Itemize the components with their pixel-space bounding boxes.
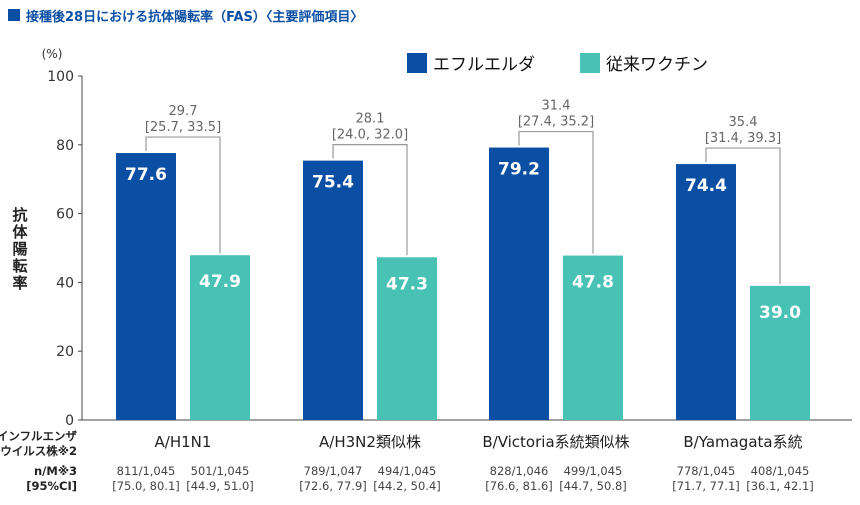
y-tick-label: 20	[56, 344, 74, 360]
y-axis-label-char: 抗	[12, 206, 27, 224]
footer-nm-series2: 499/1,045	[564, 464, 623, 478]
y-axis-label-char: 体	[12, 223, 28, 241]
footer-ci-series2: [44.2, 50.4]	[373, 479, 441, 493]
difference-ci: [25.7, 33.5]	[145, 120, 221, 135]
difference-value: 28.1	[356, 112, 385, 127]
difference-value: 35.4	[729, 115, 758, 130]
y-tick-label: 100	[47, 69, 74, 85]
footer-ci-series2: [44.7, 50.8]	[559, 479, 627, 493]
footer-ci-series1: [72.6, 77.9]	[299, 479, 367, 493]
y-tick-label: 40	[56, 275, 74, 291]
category-label: A/H3N2類似株	[319, 433, 421, 451]
footer-ci-series1: [71.7, 77.1]	[672, 479, 740, 493]
footer-nm-series1: 778/1,045	[677, 464, 736, 478]
difference-ci: [24.0, 32.0]	[332, 128, 408, 143]
bar-series1	[303, 160, 363, 420]
xaxis-row-label-line2: ウイルス株※2	[0, 444, 77, 458]
bar-series2	[377, 257, 437, 420]
footer-nm-series1: 828/1,046	[490, 464, 549, 478]
title-square-marker	[8, 9, 20, 21]
legend-item-series2: 従来ワクチン	[580, 50, 708, 75]
chart-title-bar: 接種後28日における抗体陽転率（FAS）〈主要評価項目〉	[8, 6, 364, 25]
bar-series1	[676, 164, 736, 420]
category-label: B/Yamagata系統	[683, 433, 802, 451]
footer-nm-series1: 789/1,047	[304, 464, 363, 478]
y-axis-label-char: 陽	[12, 240, 27, 258]
chart-title: 接種後28日における抗体陽転率（FAS）〈主要評価項目〉	[26, 9, 364, 25]
y-unit-label: (%)	[42, 47, 63, 61]
footer-row-label-nm: n/M※3	[34, 464, 77, 478]
bar-series1	[489, 147, 549, 420]
bar-value-label: 39.0	[759, 303, 801, 323]
footer-nm-series2: 501/1,045	[191, 464, 250, 478]
legend-label-series2: 従来ワクチン	[606, 55, 708, 75]
y-tick-label: 0	[65, 413, 74, 429]
difference-bracket	[145, 136, 221, 254]
bar-value-label: 47.8	[572, 273, 614, 293]
y-tick-label: 80	[56, 138, 74, 154]
bar-value-label: 79.2	[498, 160, 540, 180]
xaxis-row-label-line1: インフルエンザ	[0, 429, 77, 443]
category-label: A/H1N1	[155, 433, 212, 451]
footer-ci-series2: [44.9, 51.0]	[186, 479, 254, 493]
legend-swatch-series1	[407, 52, 427, 73]
legend-item-series1: エフルエルダ	[407, 50, 535, 75]
footer-nm-series1: 811/1,045	[117, 464, 176, 478]
footer-ci-series2: [36.1, 42.1]	[746, 479, 814, 493]
bar-series2	[750, 285, 810, 420]
difference-bracket	[518, 130, 594, 254]
footer-nm-series2: 494/1,045	[378, 464, 437, 478]
y-tick-label: 60	[56, 207, 74, 223]
difference-bracket	[705, 147, 781, 284]
bar-series2	[190, 255, 250, 420]
bar-value-label: 47.9	[199, 272, 241, 292]
bar-series1	[116, 153, 176, 420]
difference-ci: [31.4, 39.3]	[705, 131, 781, 146]
footer-ci-series1: [75.0, 80.1]	[112, 479, 180, 493]
bar-value-label: 75.4	[312, 173, 354, 193]
difference-ci: [27.4, 35.2]	[518, 115, 594, 130]
y-axis-label-char: 転	[12, 257, 27, 275]
footer-row-label-ci: [95%CI]	[26, 479, 77, 493]
category-label: B/Victoria系統類似株	[482, 433, 629, 451]
bar-value-label: 47.3	[386, 274, 428, 294]
bar-value-label: 74.4	[685, 176, 727, 196]
difference-value: 31.4	[542, 99, 571, 114]
legend-label-series1: エフルエルダ	[433, 55, 535, 75]
legend-swatch-series2	[580, 52, 600, 73]
difference-bracket	[332, 144, 408, 256]
footer-nm-series2: 408/1,045	[751, 464, 810, 478]
bar-series2	[563, 255, 623, 420]
difference-value: 29.7	[169, 104, 198, 119]
bar-value-label: 77.6	[125, 165, 167, 185]
y-axis-label-char: 率	[12, 274, 27, 292]
footer-ci-series1: [76.6, 81.6]	[485, 479, 553, 493]
